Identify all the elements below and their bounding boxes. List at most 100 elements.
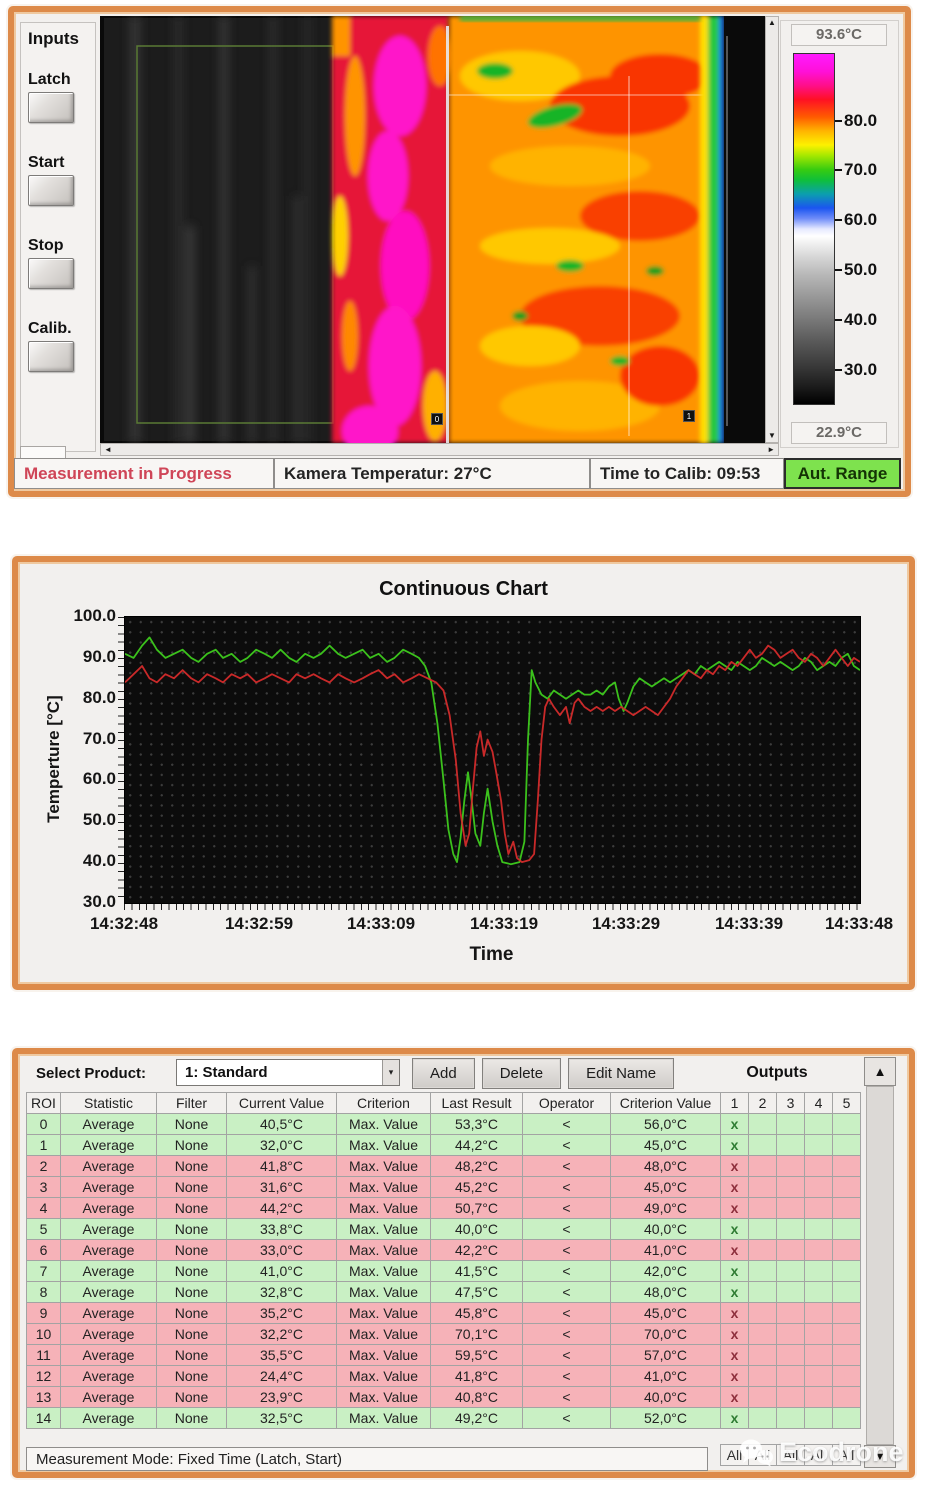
cell-roi[interactable]: 6 bbox=[26, 1239, 61, 1261]
cell-criterion_value[interactable]: 48,0°C bbox=[610, 1155, 721, 1177]
stop-button[interactable] bbox=[28, 258, 74, 289]
cell-output-2[interactable] bbox=[748, 1344, 777, 1366]
cell-output-1[interactable]: x bbox=[720, 1365, 749, 1387]
cell-filter[interactable]: None bbox=[156, 1344, 227, 1366]
cell-output-1[interactable]: x bbox=[720, 1218, 749, 1240]
cell-operator[interactable]: < bbox=[522, 1302, 611, 1324]
table-row-roi-9[interactable]: 9 Average None 35,2°C Max. Value 45,8°C <45,0°… bbox=[26, 1302, 861, 1324]
cell-criterion[interactable]: Max. Value bbox=[336, 1239, 431, 1261]
cell-last_result[interactable]: 70,1°C bbox=[430, 1323, 523, 1345]
cell-output-5[interactable] bbox=[832, 1344, 861, 1366]
cell-output-1[interactable]: x bbox=[720, 1260, 749, 1282]
cell-roi[interactable]: 11 bbox=[26, 1344, 61, 1366]
scroll-down-icon[interactable]: ▼ bbox=[768, 431, 776, 440]
cell-output-3[interactable] bbox=[776, 1197, 805, 1219]
cell-operator[interactable]: < bbox=[522, 1197, 611, 1219]
cell-output-2[interactable] bbox=[748, 1155, 777, 1177]
cell-output-3[interactable] bbox=[776, 1365, 805, 1387]
cell-output-5[interactable] bbox=[832, 1386, 861, 1408]
cell-output-3[interactable] bbox=[776, 1260, 805, 1282]
cell-criterion_value[interactable]: 40,0°C bbox=[610, 1386, 721, 1408]
table-row-roi-1[interactable]: 1 Average None 32,0°C Max. Value 44,2°C <45,0°… bbox=[26, 1134, 861, 1156]
cell-criterion[interactable]: Max. Value bbox=[336, 1323, 431, 1345]
cell-criterion_value[interactable]: 45,0°C bbox=[610, 1134, 721, 1156]
cell-filter[interactable]: None bbox=[156, 1176, 227, 1198]
cell-operator[interactable]: < bbox=[522, 1386, 611, 1408]
table-row-roi-13[interactable]: 13 Average None 23,9°C Max. Value 40,8°C <40,0… bbox=[26, 1386, 861, 1408]
cell-criterion[interactable]: Max. Value bbox=[336, 1260, 431, 1282]
cell-current_value[interactable]: 32,5°C bbox=[226, 1407, 337, 1429]
all-cell-5[interactable]: All bbox=[832, 1444, 861, 1466]
cell-output-2[interactable] bbox=[748, 1386, 777, 1408]
cell-filter[interactable]: None bbox=[156, 1197, 227, 1219]
cell-criterion[interactable]: Max. Value bbox=[336, 1134, 431, 1156]
thermal-horizontal-scrollbar[interactable]: ◄ ► bbox=[100, 443, 779, 456]
latch-button[interactable] bbox=[28, 92, 74, 123]
cell-output-5[interactable] bbox=[832, 1260, 861, 1282]
cell-statistic[interactable]: Average bbox=[60, 1365, 157, 1387]
cell-output-5[interactable] bbox=[832, 1365, 861, 1387]
cell-criterion_value[interactable]: 45,0°C bbox=[610, 1176, 721, 1198]
cell-criterion[interactable]: Max. Value bbox=[336, 1281, 431, 1303]
cell-criterion_value[interactable]: 49,0°C bbox=[610, 1197, 721, 1219]
cell-output-3[interactable] bbox=[776, 1344, 805, 1366]
cell-last_result[interactable]: 40,8°C bbox=[430, 1386, 523, 1408]
cell-criterion[interactable]: Max. Value bbox=[336, 1113, 431, 1135]
cell-last_result[interactable]: 42,2°C bbox=[430, 1239, 523, 1261]
cell-last_result[interactable]: 45,8°C bbox=[430, 1302, 523, 1324]
cell-criterion[interactable]: Max. Value bbox=[336, 1344, 431, 1366]
cell-output-3[interactable] bbox=[776, 1239, 805, 1261]
table-row-roi-4[interactable]: 4 Average None 44,2°C Max. Value 50,7°C <49,0°… bbox=[26, 1197, 861, 1219]
cell-output-1[interactable]: x bbox=[720, 1323, 749, 1345]
cell-operator[interactable]: < bbox=[522, 1323, 611, 1345]
roi-marker-0[interactable]: 0 bbox=[431, 413, 443, 425]
table-scroll-down-button[interactable]: ▼ bbox=[864, 1445, 896, 1468]
cell-last_result[interactable]: 47,5°C bbox=[430, 1281, 523, 1303]
cell-last_result[interactable]: 40,0°C bbox=[430, 1218, 523, 1240]
scroll-up-icon[interactable]: ▲ bbox=[768, 18, 776, 27]
cell-criterion_value[interactable]: 70,0°C bbox=[610, 1323, 721, 1345]
cell-criterion_value[interactable]: 41,0°C bbox=[610, 1365, 721, 1387]
cell-statistic[interactable]: Average bbox=[60, 1134, 157, 1156]
roi-marker-1[interactable]: 1 bbox=[683, 410, 695, 422]
cell-output-5[interactable] bbox=[832, 1323, 861, 1345]
cell-criterion_value[interactable]: 41,0°C bbox=[610, 1239, 721, 1261]
cell-current_value[interactable]: 35,5°C bbox=[226, 1344, 337, 1366]
cell-output-4[interactable] bbox=[804, 1281, 833, 1303]
cell-statistic[interactable]: Average bbox=[60, 1344, 157, 1366]
cell-filter[interactable]: None bbox=[156, 1155, 227, 1177]
cell-output-4[interactable] bbox=[804, 1134, 833, 1156]
cell-output-2[interactable] bbox=[748, 1407, 777, 1429]
all-cell-1[interactable]: All bbox=[720, 1444, 749, 1466]
cell-output-3[interactable] bbox=[776, 1323, 805, 1345]
table-row-roi-11[interactable]: 11 Average None 35,5°C Max. Value 59,5°C <57,0… bbox=[26, 1344, 861, 1366]
cell-filter[interactable]: None bbox=[156, 1281, 227, 1303]
cell-statistic[interactable]: Average bbox=[60, 1407, 157, 1429]
cell-output-4[interactable] bbox=[804, 1197, 833, 1219]
cell-current_value[interactable]: 33,8°C bbox=[226, 1218, 337, 1240]
cell-current_value[interactable]: 40,5°C bbox=[226, 1113, 337, 1135]
cell-operator[interactable]: < bbox=[522, 1113, 611, 1135]
cell-output-5[interactable] bbox=[832, 1302, 861, 1324]
cell-output-5[interactable] bbox=[832, 1281, 861, 1303]
cell-current_value[interactable]: 33,0°C bbox=[226, 1239, 337, 1261]
cell-output-3[interactable] bbox=[776, 1218, 805, 1240]
cell-output-2[interactable] bbox=[748, 1281, 777, 1303]
cell-last_result[interactable]: 45,2°C bbox=[430, 1176, 523, 1198]
cell-output-3[interactable] bbox=[776, 1302, 805, 1324]
cell-filter[interactable]: None bbox=[156, 1386, 227, 1408]
cell-output-2[interactable] bbox=[748, 1365, 777, 1387]
cell-statistic[interactable]: Average bbox=[60, 1281, 157, 1303]
cell-statistic[interactable]: Average bbox=[60, 1386, 157, 1408]
delete-button[interactable]: Delete bbox=[481, 1058, 562, 1089]
cell-output-3[interactable] bbox=[776, 1155, 805, 1177]
cell-criterion[interactable]: Max. Value bbox=[336, 1176, 431, 1198]
cell-output-3[interactable] bbox=[776, 1407, 805, 1429]
cell-output-2[interactable] bbox=[748, 1239, 777, 1261]
cell-criterion[interactable]: Max. Value bbox=[336, 1155, 431, 1177]
cell-current_value[interactable]: 24,4°C bbox=[226, 1365, 337, 1387]
cell-statistic[interactable]: Average bbox=[60, 1302, 157, 1324]
cell-statistic[interactable]: Average bbox=[60, 1176, 157, 1198]
add-button[interactable]: Add bbox=[412, 1058, 475, 1089]
cell-filter[interactable]: None bbox=[156, 1407, 227, 1429]
